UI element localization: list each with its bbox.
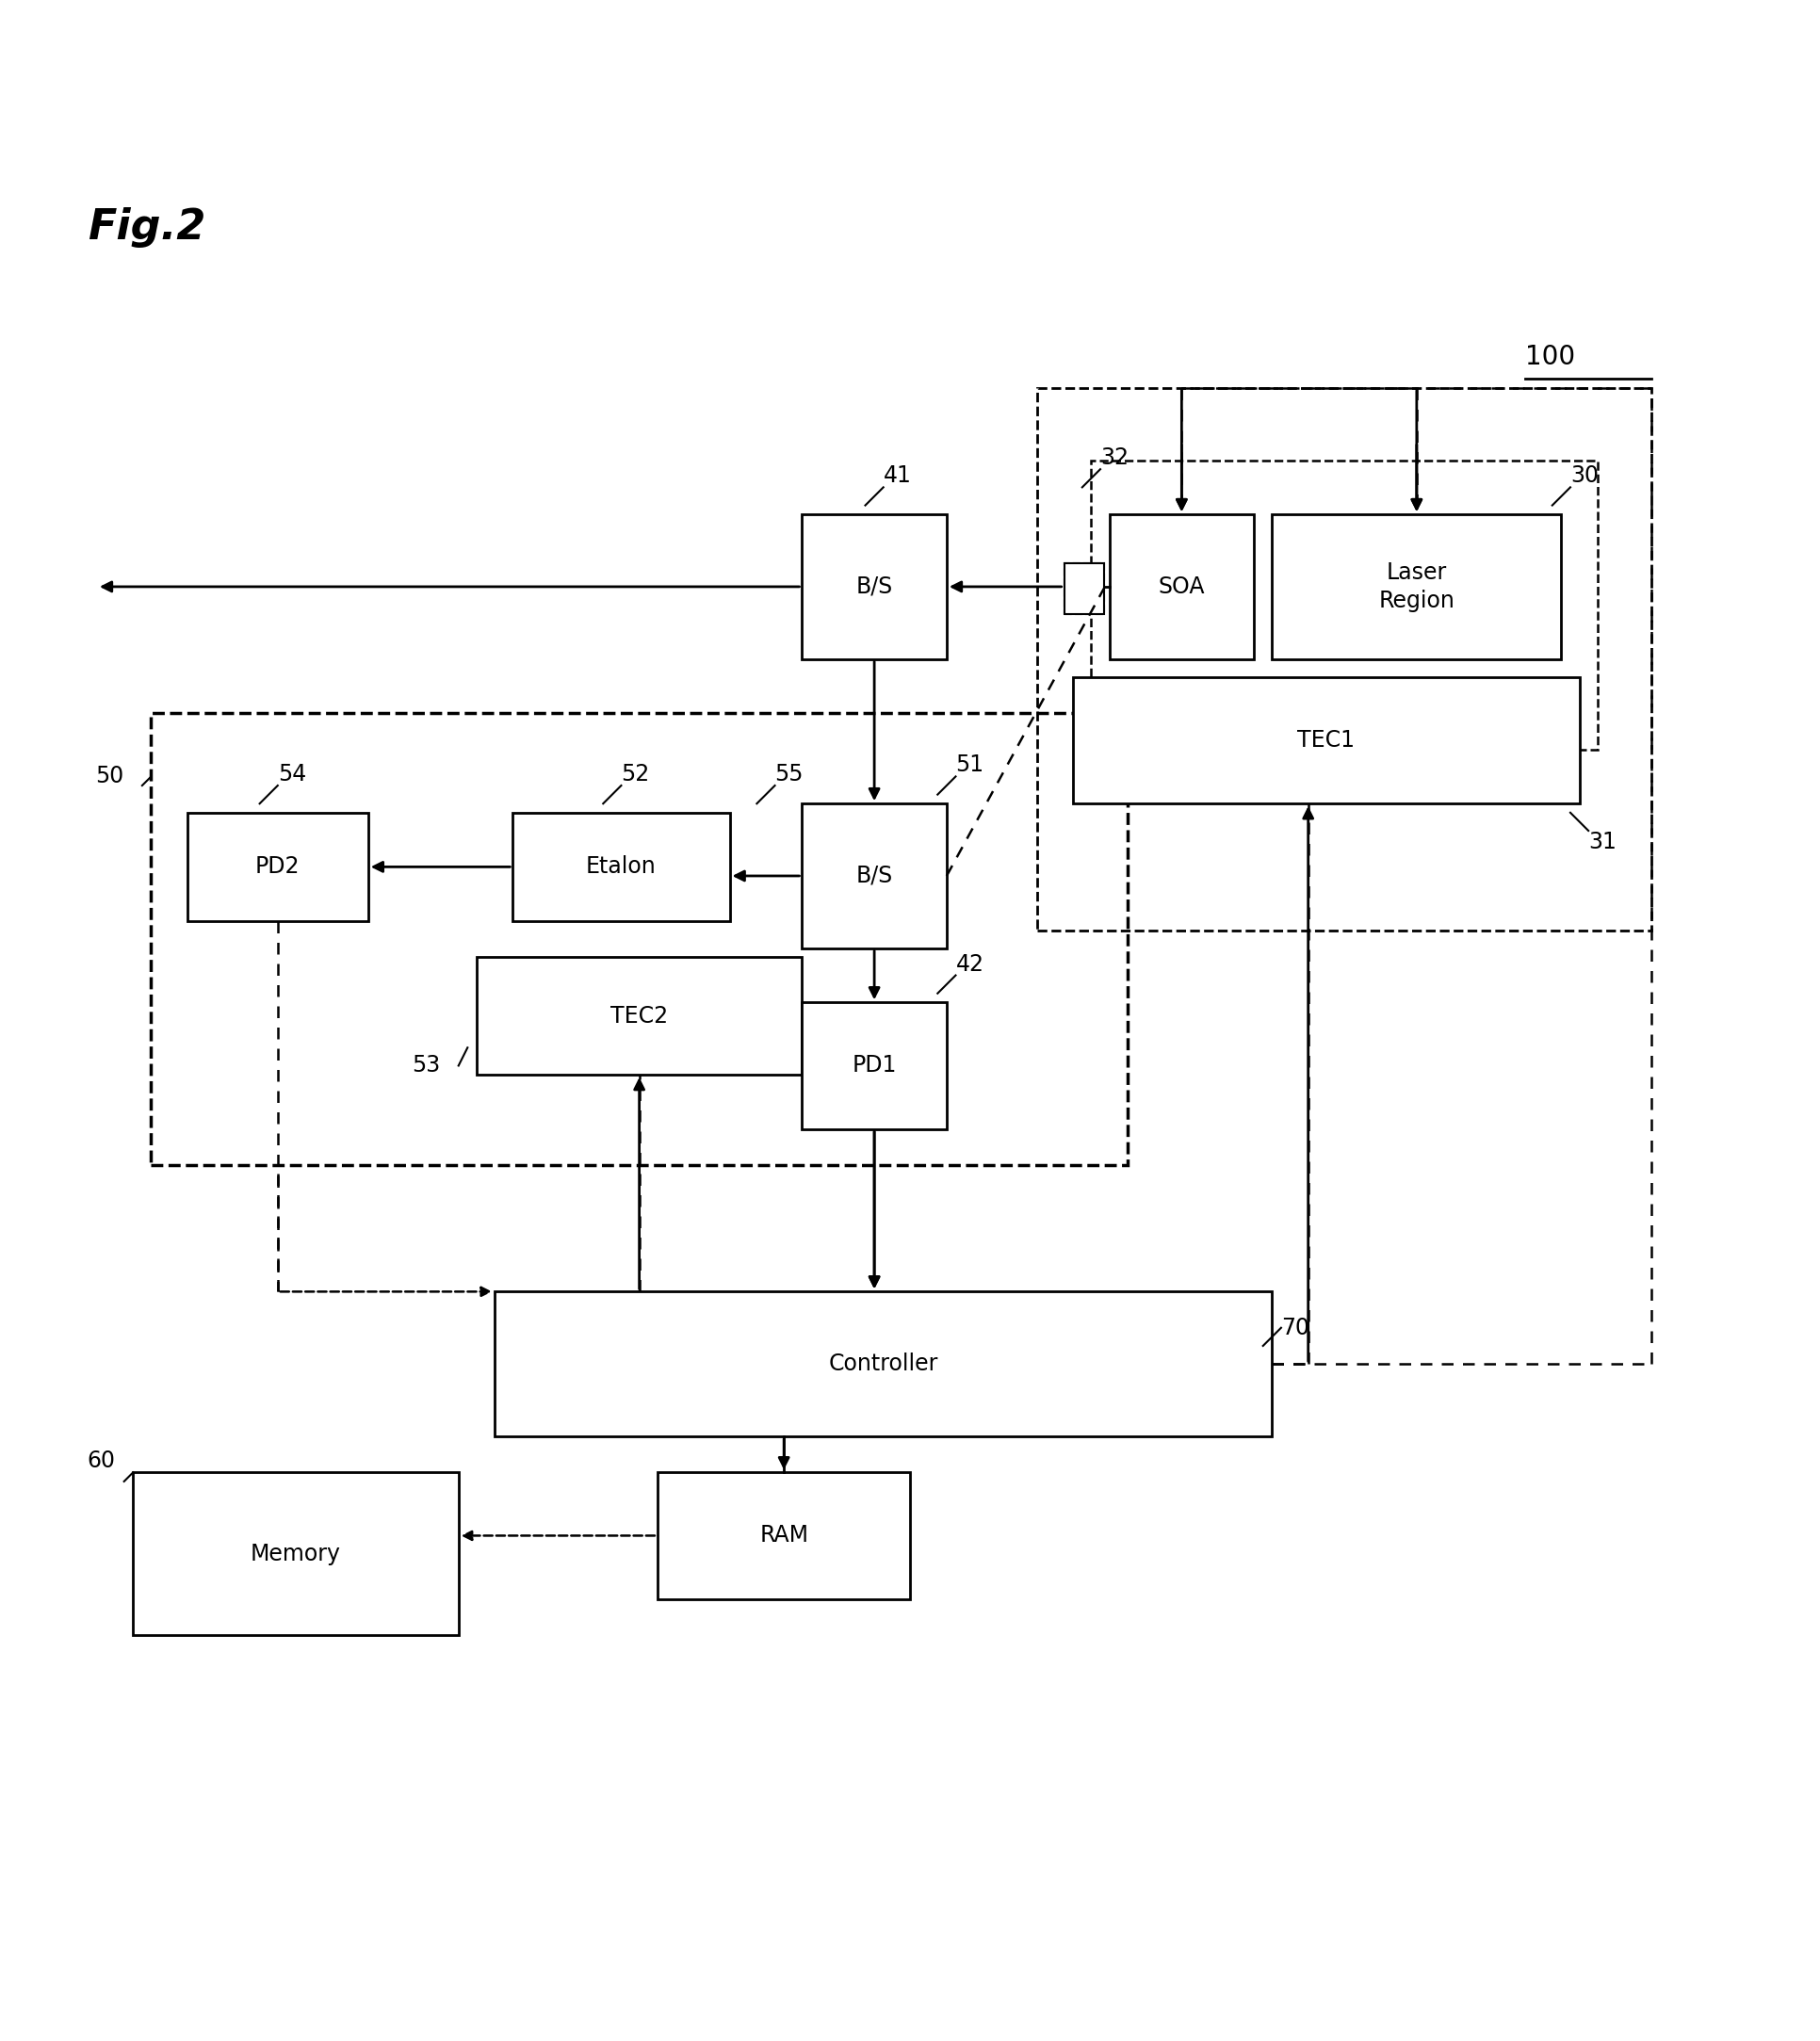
Text: 60: 60: [87, 1449, 115, 1472]
Bar: [1272, 514, 1560, 659]
Text: Memory: Memory: [251, 1543, 340, 1565]
Bar: [513, 812, 730, 920]
Text: B/S: B/S: [855, 865, 892, 888]
Text: Etalon: Etalon: [586, 855, 655, 878]
Bar: [1063, 563, 1103, 614]
Text: 32: 32: [1099, 447, 1128, 469]
Text: 53: 53: [411, 1055, 440, 1078]
Bar: [801, 514, 946, 659]
Text: 70: 70: [1281, 1316, 1309, 1339]
Bar: [151, 712, 1127, 1165]
Bar: [1090, 459, 1596, 749]
Text: 52: 52: [621, 763, 650, 786]
Text: RAM: RAM: [759, 1525, 808, 1547]
Text: TEC2: TEC2: [610, 1004, 668, 1027]
Text: 31: 31: [1587, 831, 1616, 853]
Bar: [187, 812, 368, 920]
Text: 41: 41: [883, 465, 912, 488]
Text: PD2: PD2: [255, 855, 300, 878]
Text: 54: 54: [278, 763, 306, 786]
Text: 51: 51: [956, 753, 983, 776]
Text: Fig.2: Fig.2: [87, 206, 206, 247]
Text: TEC1: TEC1: [1298, 729, 1354, 751]
Bar: [495, 1292, 1272, 1437]
Text: Laser
Region: Laser Region: [1378, 561, 1454, 612]
Bar: [801, 1002, 946, 1129]
Bar: [133, 1472, 459, 1635]
Text: Controller: Controller: [828, 1353, 937, 1376]
Bar: [657, 1472, 910, 1598]
Text: SOA: SOA: [1158, 576, 1205, 598]
Text: PD1: PD1: [852, 1055, 895, 1078]
Bar: [1072, 678, 1578, 804]
Text: 50: 50: [95, 765, 124, 788]
Bar: [1063, 563, 1103, 614]
Text: 55: 55: [775, 763, 803, 786]
Bar: [477, 957, 801, 1076]
Bar: [1036, 388, 1651, 931]
Text: B/S: B/S: [855, 576, 892, 598]
Text: 42: 42: [956, 953, 983, 976]
Bar: [1108, 514, 1254, 659]
Text: 100: 100: [1525, 343, 1574, 369]
Bar: [801, 804, 946, 949]
Text: 30: 30: [1569, 465, 1598, 488]
